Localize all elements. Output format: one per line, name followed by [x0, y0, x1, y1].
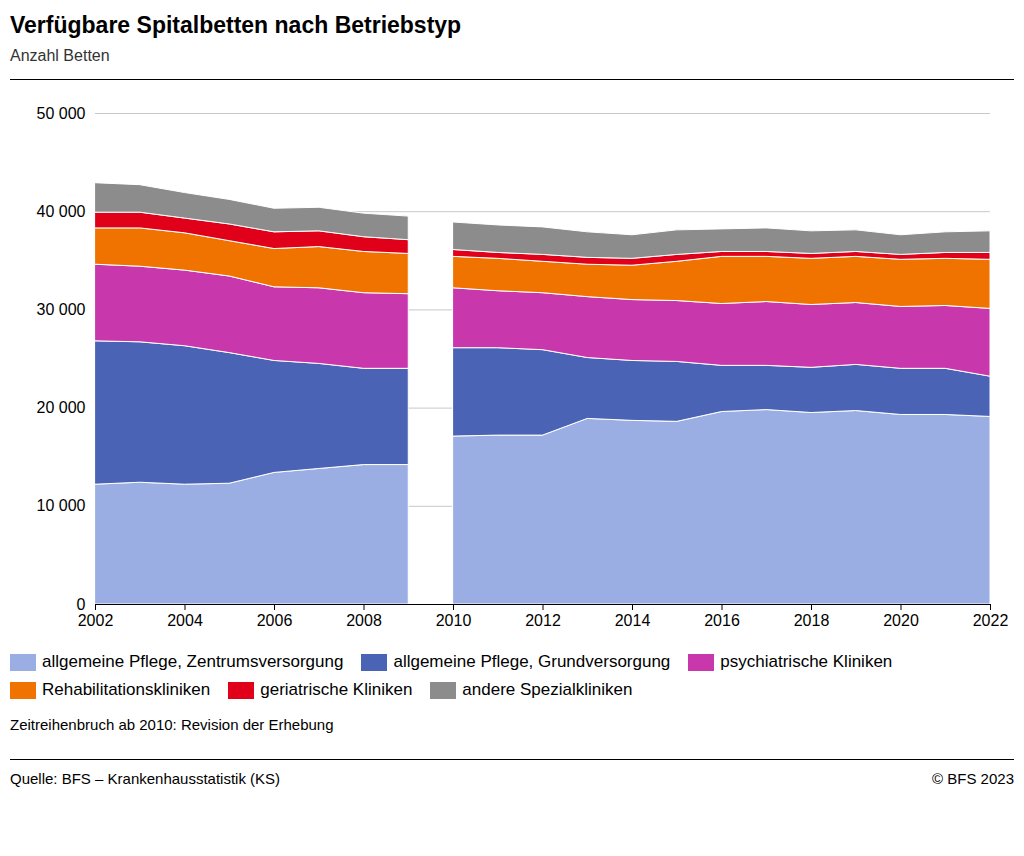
svg-text:40 000: 40 000: [37, 203, 86, 220]
svg-text:2006: 2006: [257, 612, 293, 629]
svg-text:2016: 2016: [704, 612, 740, 629]
html-text:Zeitreihenbruch ab 2010: Revis: Zeitreihenbruch ab 2010: Revision der Er…: [10, 716, 334, 733]
html-text:Rehabilitationskliniken: Rehabilitationskliniken: [42, 680, 211, 699]
html-text:psychiatrische Kliniken: psychiatrische Kliniken: [720, 652, 893, 671]
html-text:© BFS 2023: © BFS 2023: [932, 770, 1014, 787]
html-text:Verfügbare Spitalbetten nach B: Verfügbare Spitalbetten nach Betriebstyp: [10, 12, 462, 38]
svg-text:30 000: 30 000: [37, 301, 86, 318]
svg-text:2004: 2004: [167, 612, 203, 629]
html-text:andere Spezialkliniken: andere Spezialkliniken: [462, 680, 633, 699]
svg-text:2010: 2010: [436, 612, 472, 629]
html-text:Anzahl Betten: Anzahl Betten: [10, 47, 110, 64]
html-text:allgemeine Pflege, Zentrumsver: allgemeine Pflege, Zentrumsversorgung: [42, 652, 344, 671]
svg-text:2002: 2002: [78, 612, 114, 629]
svg-text:0: 0: [77, 596, 86, 613]
svg-text:2018: 2018: [794, 612, 830, 629]
html-text:Quelle: BFS – Krankenhausstati: Quelle: BFS – Krankenhausstatistik (KS): [10, 770, 281, 787]
svg-text:20 000: 20 000: [37, 399, 86, 416]
svg-text:10 000: 10 000: [37, 497, 86, 514]
svg-text:2022: 2022: [973, 612, 1009, 629]
html-text:geriatrische Kliniken: geriatrische Kliniken: [260, 680, 413, 699]
html-text:allgemeine Pflege, Grundversor: allgemeine Pflege, Grundversorgung: [393, 652, 671, 671]
svg-text:2020: 2020: [883, 612, 919, 629]
svg-text:50 000: 50 000: [37, 105, 86, 122]
svg-text:2014: 2014: [615, 612, 651, 629]
svg-text:2008: 2008: [346, 612, 382, 629]
svg-text:2012: 2012: [525, 612, 561, 629]
